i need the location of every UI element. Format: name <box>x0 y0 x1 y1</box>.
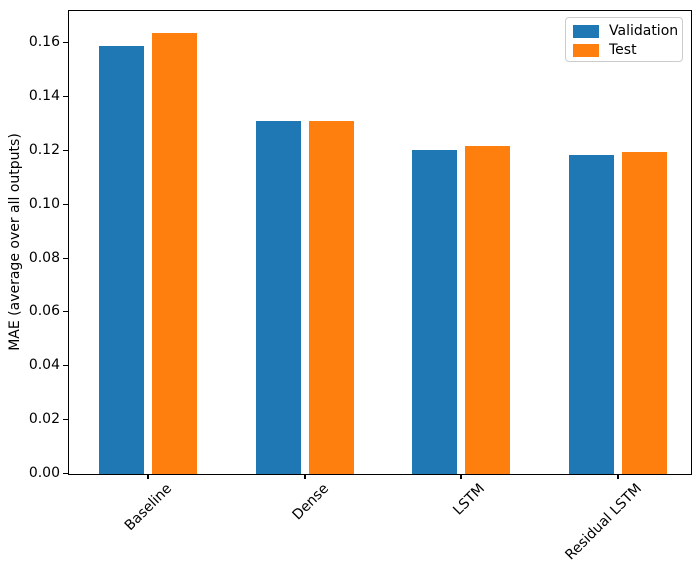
y-tick-label: 0.14 <box>28 88 60 104</box>
x-tick-mark <box>460 474 462 479</box>
x-tick-mark <box>304 474 306 479</box>
legend-label-validation: Validation <box>609 23 679 39</box>
y-tick-mark <box>63 258 68 259</box>
y-tick-mark <box>63 150 68 151</box>
y-tick-mark <box>63 365 68 366</box>
bar-validation-dense <box>256 121 301 474</box>
x-tick-label-lstm: LSTM <box>450 480 489 519</box>
y-tick-label: 0.12 <box>28 142 60 158</box>
y-tick-mark <box>63 473 68 474</box>
y-tick-label: 0.16 <box>28 34 60 50</box>
y-tick-label: 0.00 <box>28 465 60 481</box>
y-axis-label: MAE (average over all outputs) <box>7 133 23 351</box>
y-tick-label: 0.10 <box>28 196 60 212</box>
y-tick-mark <box>63 204 68 205</box>
bar-test-residual-lstm <box>622 152 667 474</box>
bar-validation-lstm <box>412 150 457 474</box>
plot-area <box>68 10 692 475</box>
x-tick-mark <box>147 474 149 479</box>
validation-color-swatch <box>573 24 599 38</box>
x-tick-label-baseline: Baseline <box>121 480 176 534</box>
x-tick-mark <box>617 474 619 479</box>
legend-item-test: Test <box>573 41 674 59</box>
y-tick-mark <box>63 311 68 312</box>
y-tick-label: 0.02 <box>28 411 60 427</box>
y-tick-mark <box>63 96 68 97</box>
y-tick-label: 0.08 <box>28 250 60 266</box>
y-tick-mark <box>63 419 68 420</box>
x-tick-label-residual-lstm: Residual LSTM <box>562 480 646 564</box>
legend: Validation Test <box>565 17 683 62</box>
y-tick-mark <box>63 42 68 43</box>
bar-test-baseline <box>152 33 197 474</box>
legend-label-test: Test <box>609 42 637 58</box>
bar-validation-residual-lstm <box>569 155 614 474</box>
test-color-swatch <box>573 43 599 57</box>
x-tick-label-dense: Dense <box>289 480 333 524</box>
bar-test-lstm <box>465 146 510 474</box>
legend-item-validation: Validation <box>573 22 678 40</box>
bar-test-dense <box>309 121 354 474</box>
y-tick-label: 0.06 <box>28 303 60 319</box>
y-tick-label: 0.04 <box>28 357 60 373</box>
bar-validation-baseline <box>99 46 144 474</box>
